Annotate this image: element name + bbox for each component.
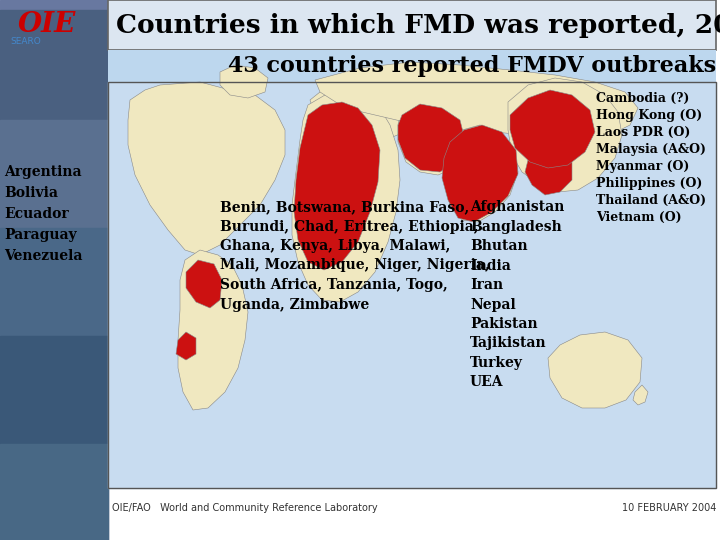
Polygon shape [178, 250, 248, 410]
Polygon shape [294, 102, 380, 270]
Text: 10 FEBRUARY 2004: 10 FEBRUARY 2004 [621, 503, 716, 513]
Polygon shape [128, 82, 285, 255]
Bar [0, 10, 108, 120]
Text: OIE/FAO   World and Community Reference Laboratory: OIE/FAO World and Community Reference La… [112, 503, 377, 513]
Bar [0, 228, 108, 336]
Text: Venezuela: Venezuela [4, 249, 83, 263]
Bar [0, 444, 108, 540]
Polygon shape [508, 78, 622, 192]
Polygon shape [633, 385, 648, 405]
Bar [108, 0, 716, 50]
Text: OIE: OIE [18, 10, 76, 37]
Text: Afghanistan
Bangladesh
Bhutan
India
Iran
Nepal
Pakistan
Tajikistan
Turkey
UEA: Afghanistan Bangladesh Bhutan India Iran… [470, 200, 564, 389]
Text: Countries in which FMD was reported, 2003: Countries in which FMD was reported, 200… [116, 12, 720, 37]
Polygon shape [525, 148, 572, 195]
Text: Bolivia: Bolivia [4, 186, 58, 200]
Bar [108, 82, 716, 488]
Text: Paraguay: Paraguay [4, 228, 77, 242]
Polygon shape [398, 100, 472, 175]
Bar [108, 50, 716, 82]
Bar [0, 336, 108, 444]
Text: Cambodia (?)
Hong Kong (O)
Laos PDR (O)
Malaysia (A&O)
Myanmar (O)
Philippines (: Cambodia (?) Hong Kong (O) Laos PDR (O) … [596, 92, 706, 224]
Polygon shape [315, 62, 638, 140]
Polygon shape [398, 104, 465, 172]
Polygon shape [176, 332, 196, 360]
Polygon shape [292, 92, 400, 302]
Bar [108, 82, 716, 488]
Polygon shape [548, 332, 642, 408]
Polygon shape [220, 65, 268, 98]
Polygon shape [442, 125, 518, 222]
Polygon shape [310, 80, 415, 140]
Polygon shape [186, 260, 222, 308]
Polygon shape [510, 90, 595, 168]
Text: Ecuador: Ecuador [4, 207, 68, 221]
Text: Benin, Botswana, Burkina Faso,
Burundi, Chad, Eritrea, Ethiopia,
Ghana, Kenya, L: Benin, Botswana, Burkina Faso, Burundi, … [220, 200, 490, 312]
Bar [0, 120, 108, 228]
Text: 43 countries reported FMDV outbreaks: 43 countries reported FMDV outbreaks [228, 55, 716, 77]
Bar [0, 0, 108, 540]
Polygon shape [444, 125, 518, 222]
Text: SEARO: SEARO [10, 37, 41, 46]
Text: Argentina: Argentina [4, 165, 81, 179]
